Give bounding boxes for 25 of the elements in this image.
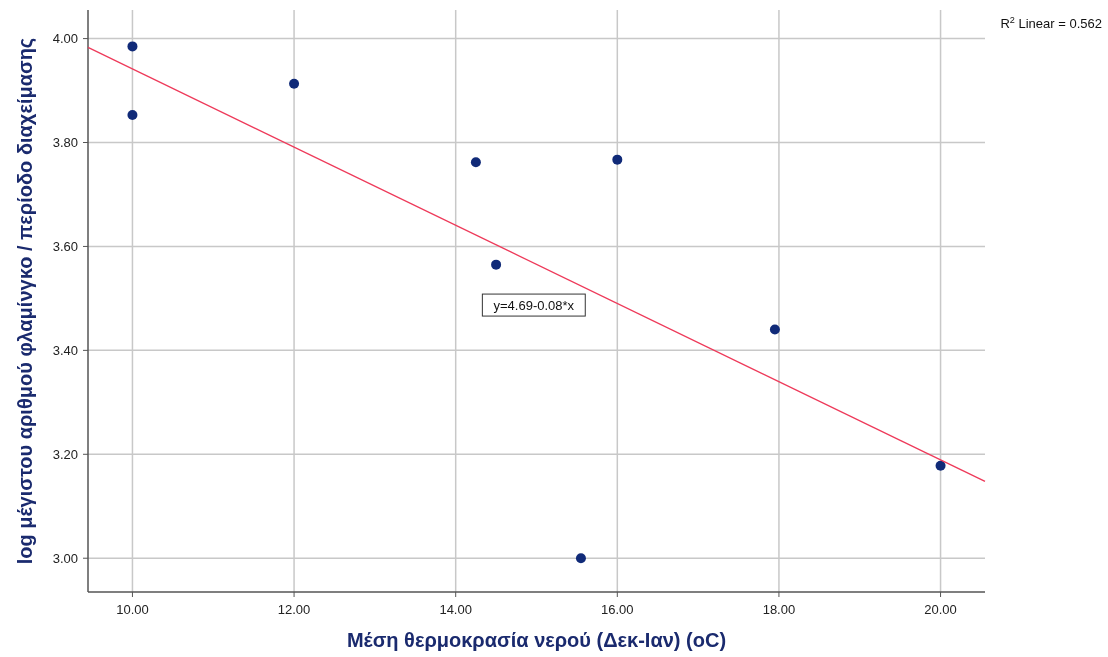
point xyxy=(575,553,586,564)
annotation: y=4.69-0.08*x xyxy=(493,298,575,314)
x-axis-title: Μέση θερμοκρασία νερού (Δεκ-Ιαν) (oC) xyxy=(346,629,727,651)
y-tick-label: 4.00 xyxy=(52,31,78,47)
point xyxy=(612,154,623,165)
point xyxy=(127,41,138,52)
x-tick-label: 16.00 xyxy=(601,602,634,617)
point xyxy=(470,157,481,168)
x-tick-label: 12.00 xyxy=(277,602,311,617)
text: R$^{2}$ Linear = 0.562 xyxy=(1000,15,1102,31)
y-tick-label: 3.20 xyxy=(52,446,78,462)
x-tick-label: 20.00 xyxy=(924,602,957,617)
point xyxy=(127,109,138,120)
point xyxy=(289,78,300,89)
point xyxy=(491,259,502,270)
y-tick-label: 3.40 xyxy=(52,342,78,358)
point xyxy=(935,460,946,471)
y-tick-label: 3.60 xyxy=(52,238,78,254)
x-tick-label: 14.00 xyxy=(439,602,472,617)
y-tick-label: 3.80 xyxy=(52,135,78,151)
y-axis-title: log μέγιστου αριθμού φλαμίνγκο / περίοδο διαχείμασης xyxy=(14,37,36,565)
y-tick-label: 3.00 xyxy=(52,550,78,566)
x-tick-label: 10.00 xyxy=(116,602,149,617)
x-tick-label: 18.00 xyxy=(762,602,796,617)
point xyxy=(769,324,780,335)
